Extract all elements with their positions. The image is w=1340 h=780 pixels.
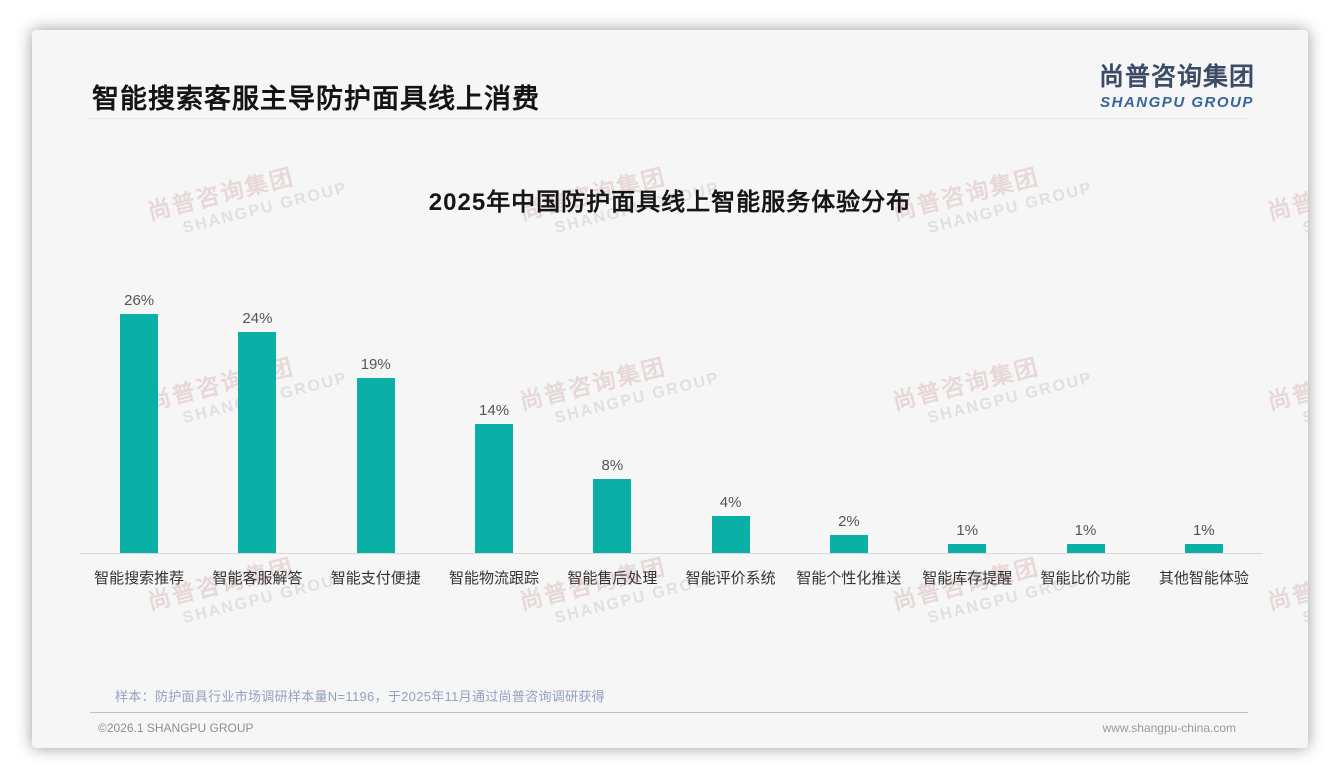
category-label: 智能售后处理 [567, 570, 658, 587]
bar-column: 2% [790, 513, 908, 553]
chart-title: 2025年中国防护面具线上智能服务体验分布 [428, 189, 912, 216]
bar [475, 424, 514, 553]
plot-area: 26% 24% 19% 14% 8% 4% 2% 1% 1% 1% [80, 264, 1263, 554]
category-label: 智能物流跟踪 [449, 570, 540, 587]
bar [1184, 543, 1223, 553]
bar-column: 1% [1145, 522, 1263, 553]
bar-value-label: 4% [719, 494, 742, 512]
bar-chart: 26% 24% 19% 14% 8% 4% 2% 1% 1% 1% 智能搜索推荐 智能客服解答 智能支… [80, 264, 1263, 588]
bar-value-label: 8% [601, 457, 624, 475]
bar [829, 534, 868, 553]
bar [593, 479, 632, 553]
category-label: 其他智能体验 [1158, 570, 1249, 587]
website-text: www.shangpu-china.com [1102, 721, 1236, 735]
logo-chinese-text: 尚普咨询集团 [1098, 63, 1255, 91]
bar-column: 24% [198, 310, 316, 553]
bar-column: 4% [671, 494, 789, 553]
copyright-text: ©2026.1 SHANGPU GROUP [98, 721, 254, 735]
bar-value-label: 14% [479, 402, 510, 420]
bar-column: 1% [908, 522, 1026, 553]
bar-value-label: 19% [360, 356, 391, 374]
company-logo: 尚普咨询集团 SHANGPU GROUP [1099, 57, 1255, 111]
bar [356, 378, 395, 553]
category-label: 智能比价功能 [1040, 570, 1131, 587]
bar [948, 543, 987, 553]
logo-english-text: SHANGPU GROUP [1100, 94, 1254, 111]
bar-value-label: 1% [1192, 521, 1215, 539]
bar-column: 1% [1026, 522, 1144, 553]
bar-value-label: 1% [956, 521, 979, 539]
category-label: 智能客服解答 [212, 570, 303, 587]
bar-column: 8% [553, 457, 671, 553]
category-label: 智能搜索推荐 [94, 570, 185, 587]
bar-value-label: 24% [242, 310, 273, 328]
sample-note: 样本：防护面具行业市场调研样本量N=1196，于2025年11月通过尚普咨询调研… [115, 689, 605, 704]
x-axis-labels: 智能搜索推荐 智能客服解答 智能支付便捷 智能物流跟踪 智能售后处理 智能评价系统 智能个性… [80, 554, 1263, 588]
bar-column: 14% [435, 402, 553, 553]
header-divider [88, 118, 1248, 119]
bar [711, 516, 750, 553]
category-label: 智能库存提醒 [922, 570, 1013, 587]
category-label: 智能个性化推送 [796, 570, 902, 587]
page-title: 智能搜索客服主导防护面具线上消费 [92, 84, 540, 114]
bar [120, 313, 159, 553]
footer-divider [90, 712, 1248, 713]
bar-column: 26% [80, 292, 198, 553]
category-label: 智能支付便捷 [330, 570, 421, 587]
bar-column: 19% [317, 356, 435, 553]
slide-card: 尚普咨询集团 SHANGPU GROUP 尚普咨询集团 SHANGPU GROUP 尚普… [32, 30, 1308, 748]
bar [1066, 543, 1105, 553]
category-label: 智能评价系统 [685, 570, 776, 587]
bar-value-label: 2% [838, 512, 860, 530]
bar-value-label: 26% [124, 291, 155, 309]
bar-value-label: 1% [1074, 521, 1097, 539]
bar [238, 332, 277, 553]
